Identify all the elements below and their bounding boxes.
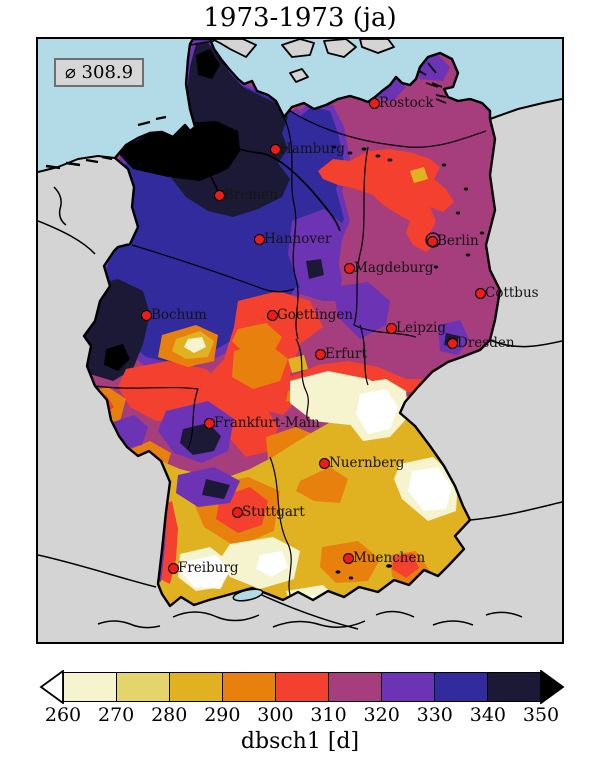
colorbar-segment-290-300 [222,673,275,701]
colorbar-tick: 310 [310,704,347,726]
city-dot [427,236,438,247]
colorbar-segment-260-270 [64,673,116,701]
city-label: Berlin [437,233,479,249]
city-dot [270,144,281,155]
city-label: Bremen [224,187,278,203]
city-dot [168,563,179,574]
city-dot [267,310,278,321]
mean-badge: ⌀ 308.9 [54,58,145,87]
city-dot [254,234,265,245]
colorbar-tick: 350 [522,704,560,726]
city-dot [475,288,486,299]
colorbar-segment-310-320 [328,673,381,701]
lake-constance [232,588,264,602]
colorbar-segment-280-290 [169,673,222,701]
city-label: Muenchen [353,550,426,566]
city-dot [315,349,326,360]
city-label: Frankfurt-Main [214,415,320,431]
city-label: Bochum [151,307,207,323]
city-label: Hannover [264,231,332,247]
colorbar-segment-270-280 [116,673,169,701]
city-dot [447,338,458,349]
city-label: Nuernberg [329,455,405,471]
city-dot [141,310,152,321]
city-label: Goettingen [277,307,354,323]
colorbar-segment-330-340 [434,673,487,701]
colorbar-tick: 340 [469,704,507,726]
colorbar-tick: 330 [416,704,453,726]
city-label: Hamburg [280,141,346,157]
city-label: Dresden [457,335,515,351]
contour-fill [84,39,500,606]
colorbar-tick: 320 [363,704,400,726]
colorbar-tick: 300 [257,704,294,726]
city-label: Rostock [379,95,434,111]
colorbar-segment-340-350 [487,673,540,701]
city-dot [204,418,215,429]
colorbar [63,672,541,702]
wadden-islands [45,115,167,170]
colorbar-segment-320-330 [381,673,434,701]
city-label: Cottbus [485,285,539,301]
colorbar-ticks: 260 270 280 290 300 310 320 330 340 350 [0,704,600,728]
colorbar-under-arrow [39,670,64,704]
city-dot [343,553,354,564]
germany-contour-map: ⌀ 308.9 Rostock Hamburg Bremen Hannover Berl… [36,37,564,644]
colorbar-over-arrow [540,670,565,704]
denmark-islands [211,39,395,83]
colorbar-tick: 260 [44,704,82,726]
colorbar-tick: 280 [151,704,188,726]
city-label: Stuttgart [242,504,305,520]
city-label: Magdeburg [354,260,434,276]
sea [38,39,562,172]
colorbar-segment-300-310 [275,673,328,701]
city-label: Freiburg [178,560,239,576]
city-dot [319,458,330,469]
city-label: Leipzig [396,320,446,336]
city-dot [214,190,225,201]
colorbar-tick: 290 [204,704,241,726]
city-dot [344,263,355,274]
neighbor-borders [38,40,562,630]
state-borders [94,62,487,596]
colorbar-tick: 270 [97,704,135,726]
plot-title: 1973-1973 (ja) [203,3,397,33]
city-dot [369,98,380,109]
city-dot [386,323,397,334]
map-canvas [38,39,562,642]
colorbar-label: dbsch1 [d] [240,729,360,754]
city-dot [232,507,243,518]
city-label: Erfurt [325,346,367,362]
lakes [331,145,485,580]
